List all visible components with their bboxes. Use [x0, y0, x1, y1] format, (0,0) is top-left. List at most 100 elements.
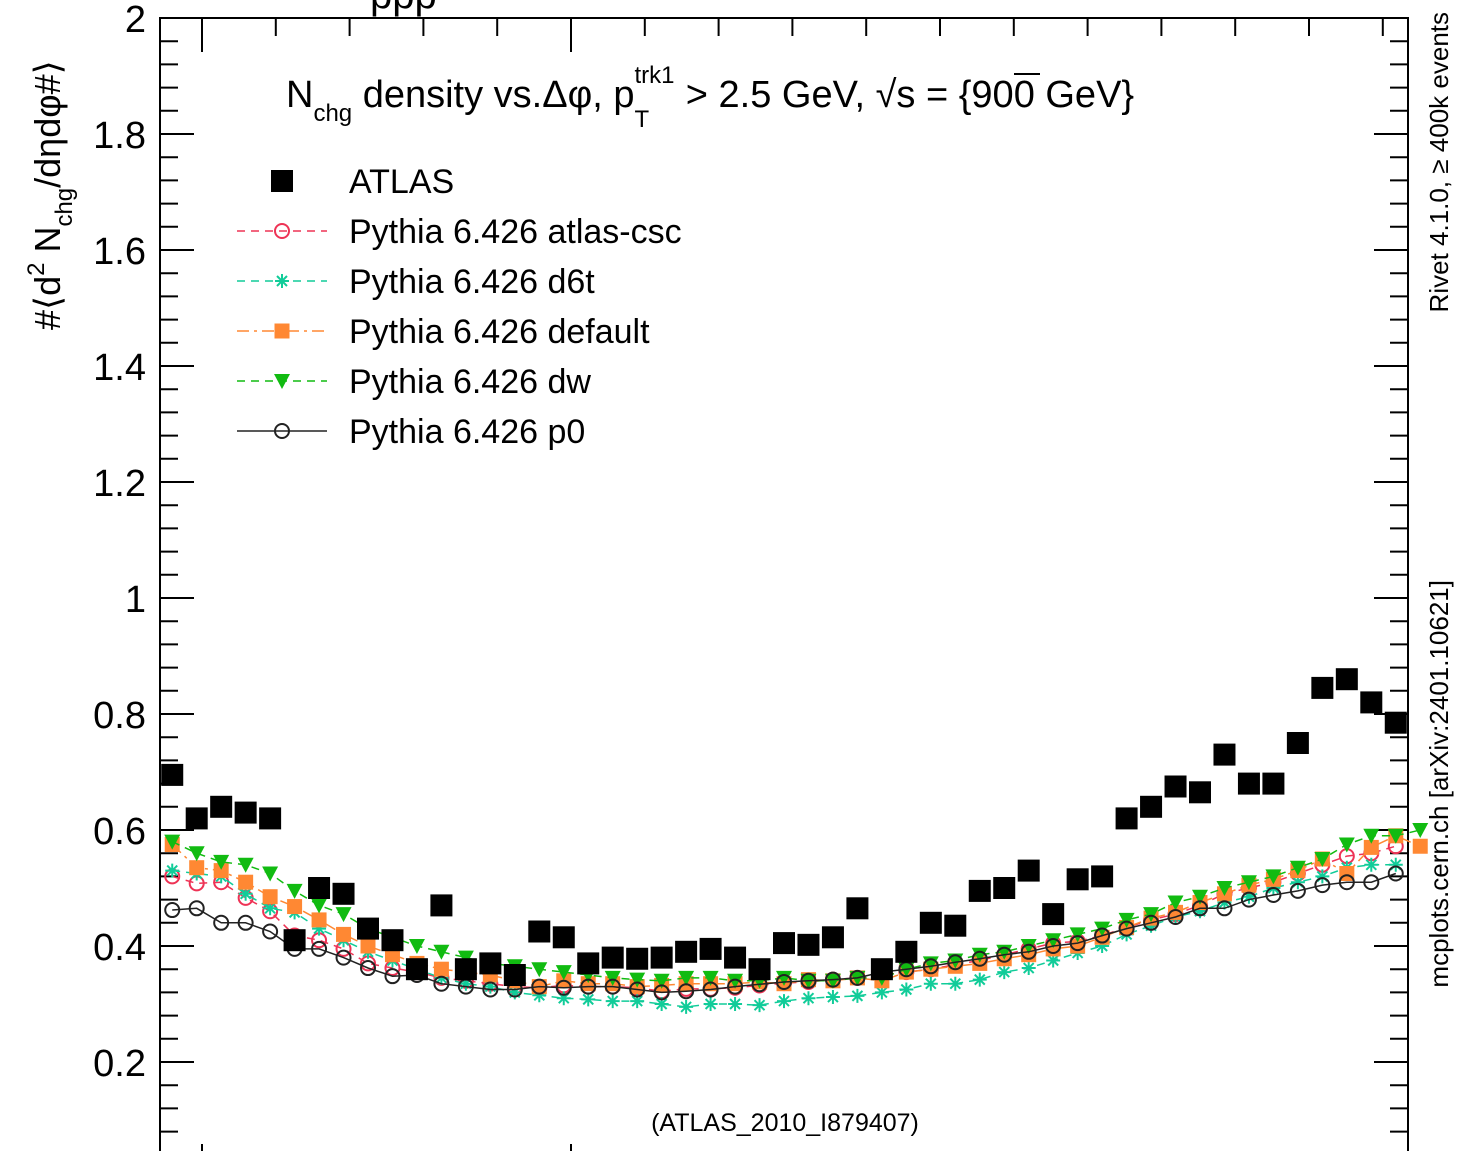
legend-label: Pythia 6.426 default	[349, 313, 650, 351]
data-point	[776, 970, 792, 986]
legend-label: Pythia 6.426 d6t	[349, 263, 595, 301]
data-point	[262, 866, 279, 882]
ATLAS-data-point	[1311, 676, 1334, 699]
ylabel-sup: 2	[23, 263, 50, 276]
ATLAS-data-point	[675, 940, 698, 963]
ATLAS-data-point	[797, 933, 820, 956]
analysis-annotation: (ATLAS_2010_I879407)	[651, 1109, 919, 1137]
title-tail: > 2.5 GeV,	[675, 74, 875, 116]
data-point	[850, 988, 865, 1003]
data-point	[678, 970, 695, 986]
data-point	[360, 938, 376, 954]
data-point	[752, 998, 767, 1013]
data-point	[971, 950, 988, 967]
ATLAS-data-point	[895, 940, 918, 963]
ATLAS-data-point	[161, 763, 184, 786]
data-point	[922, 958, 939, 975]
data-point	[703, 997, 718, 1011]
ATLAS-data-point	[332, 882, 355, 905]
data-point	[1412, 838, 1428, 854]
data-point	[335, 949, 352, 966]
top-title: ppp	[370, 0, 437, 17]
data-point	[188, 900, 205, 917]
data-point	[238, 886, 253, 901]
ATLAS-legend-marker	[271, 170, 293, 192]
data-point	[287, 899, 303, 915]
legend-item: Pythia 6.426 p0	[237, 413, 585, 451]
legend: ATLAS Pythia 6.426 atlas-csc Pythia 6.426 …	[237, 163, 682, 451]
data-point	[213, 854, 230, 870]
data-point	[1315, 869, 1330, 884]
ATLAS-data-point	[1164, 775, 1187, 798]
data-point	[653, 984, 670, 1001]
data-point	[482, 981, 499, 998]
legend-marker	[274, 423, 290, 439]
ylabel-sub: chg	[51, 188, 78, 227]
data-point	[1289, 860, 1306, 876]
ylabel-a: #⟨d	[27, 276, 68, 330]
y-axis-label: #⟨d2 Nchg/dηdφ#⟩	[23, 60, 78, 330]
ATLAS-data-point	[1140, 795, 1163, 818]
ATLAS-data-point	[479, 952, 502, 975]
ATLAS-data-point	[724, 946, 747, 969]
data-point	[653, 973, 670, 989]
data-point	[360, 960, 376, 977]
data-point	[237, 857, 254, 873]
data-point	[311, 898, 328, 914]
legend-label: Pythia 6.426 atlas-csc	[349, 213, 682, 251]
ATLAS-data-point	[1091, 865, 1114, 888]
data-point	[996, 946, 1013, 963]
title-sqrt-arg: s	[896, 74, 915, 116]
data-point	[555, 979, 572, 996]
data-point	[1216, 900, 1233, 917]
data-point	[605, 994, 620, 1009]
y-tick-label: 0.2	[93, 1043, 146, 1085]
ATLAS-data-point	[846, 897, 869, 920]
ATLAS-data-point	[1189, 781, 1211, 804]
legend-marker	[274, 323, 290, 339]
data-point	[188, 846, 205, 862]
data-point	[581, 992, 596, 1007]
y-tick-label: 1	[125, 579, 146, 621]
data-point	[1387, 865, 1404, 882]
y-tick-label: 1.4	[93, 347, 146, 389]
title-sqrt: √	[876, 74, 897, 116]
data-point	[237, 914, 254, 931]
ATLAS-data-point	[821, 926, 844, 949]
ATLAS-data-point	[993, 877, 1016, 899]
data-point	[702, 981, 719, 998]
y-tick-label: 0.4	[93, 927, 146, 969]
data-point	[1363, 874, 1380, 891]
data-point	[1118, 912, 1135, 928]
legend-label: Pythia 6.426 dw	[349, 363, 591, 401]
data-point	[335, 907, 352, 923]
data-point	[702, 970, 719, 986]
data-point	[408, 939, 425, 954]
plot-title: Nchg density vs.Δφ, ptrk1 T > 2.5 GeV, √s…	[286, 62, 1134, 133]
data-point	[1094, 927, 1111, 944]
ATLAS-data-point	[454, 958, 477, 981]
data-point	[165, 863, 180, 878]
legend-label: Pythia 6.426 p0	[349, 413, 585, 451]
data-point	[483, 979, 498, 994]
legend-item: Pythia 6.426 default	[237, 313, 650, 351]
data-point	[849, 969, 866, 986]
data-point	[825, 990, 840, 1005]
ylabel-c: /dηdφ#⟩	[27, 60, 68, 187]
data-point	[384, 968, 401, 985]
data-point	[213, 914, 230, 931]
data-point	[776, 973, 792, 990]
y-tick-label: 1.8	[93, 115, 146, 157]
data-point	[433, 961, 449, 977]
data-point	[1387, 828, 1404, 844]
y-axis-ticks: 0.20.40.60.811.21.41.61.820	[93, 0, 1408, 1133]
data-point	[311, 912, 327, 928]
data-point	[1338, 874, 1355, 891]
ATLAS-data-point	[210, 795, 233, 818]
data-point	[948, 976, 963, 991]
rivet-version-text: Rivet 4.1.0, ≥ 400k events	[1424, 12, 1454, 312]
data-point	[286, 883, 303, 899]
data-point	[311, 940, 328, 957]
data-point	[1363, 828, 1380, 844]
data-point	[824, 973, 841, 989]
